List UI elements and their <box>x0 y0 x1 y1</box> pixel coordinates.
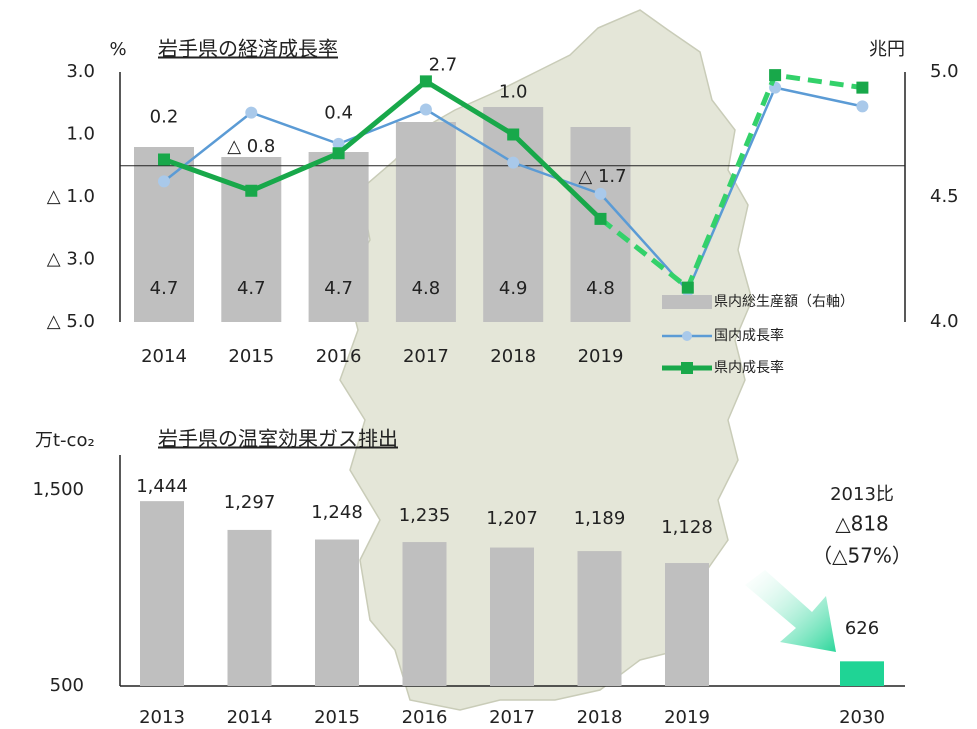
annotation: （△57%） <box>812 544 912 568</box>
y-tick-label: △ 3.0 <box>47 249 95 270</box>
marker <box>158 153 170 166</box>
bar-value-label: 4.8 <box>586 278 615 299</box>
x-tick-label: 2014 <box>141 346 187 367</box>
y-tick-label: △ 1.0 <box>47 186 95 207</box>
data-label: 2.7 <box>429 54 458 75</box>
marker <box>332 137 345 150</box>
legend-swatch <box>662 295 712 309</box>
y-tick-label: 1.0 <box>66 124 95 145</box>
x-tick-label: 2016 <box>402 707 448 728</box>
x-tick-label: 2016 <box>316 346 362 367</box>
bar-value-label: 1,444 <box>136 476 188 497</box>
annotation: 2013比 <box>830 484 894 505</box>
bar-value-label: 4.8 <box>412 278 441 299</box>
x-tick-label: 2018 <box>490 346 536 367</box>
bar-value-label: 1,297 <box>224 492 276 513</box>
bar <box>140 501 184 686</box>
x-tick-label: 2017 <box>489 707 535 728</box>
marker <box>594 212 607 225</box>
marker <box>245 106 258 119</box>
chart-title: 岩手県の経済成長率 <box>158 37 338 61</box>
y-axis-label: % <box>109 39 126 60</box>
x-tick-label: 2019 <box>578 346 624 367</box>
marker <box>681 281 694 294</box>
bar <box>665 563 709 686</box>
x-tick-label: 2015 <box>228 346 274 367</box>
bar-value-label: 1,189 <box>574 508 626 529</box>
y2-tick-label: 5.0 <box>930 61 959 82</box>
legend-label: 県内成長率 <box>714 359 784 376</box>
y-tick-label: 3.0 <box>66 61 95 82</box>
bar-value-label: 4.9 <box>499 278 528 299</box>
bar <box>227 529 272 686</box>
marker <box>419 103 432 116</box>
x-tick-label: 2014 <box>227 707 273 728</box>
bar <box>483 107 544 322</box>
bar <box>577 551 622 686</box>
bar <box>840 661 884 686</box>
bar-value-label: 1,235 <box>399 505 451 526</box>
chart-title: 岩手県の温室効果ガス排出 <box>158 427 398 451</box>
marker <box>507 128 520 141</box>
bar-value-label: 1,128 <box>661 517 713 538</box>
y-tick-label: 500 <box>50 675 84 696</box>
marker <box>507 156 520 169</box>
legend-swatch <box>682 331 692 341</box>
line <box>163 78 603 221</box>
legend-swatch <box>681 362 693 374</box>
bar <box>395 122 456 322</box>
bar-value-label: 1,248 <box>311 502 363 523</box>
marker <box>856 81 869 94</box>
data-label: 1.0 <box>499 82 528 103</box>
marker <box>332 147 345 160</box>
reduction-arrow <box>745 570 836 652</box>
y-tick-label: △ 5.0 <box>47 311 95 332</box>
x-tick-label: 2019 <box>664 707 710 728</box>
bar <box>308 152 369 322</box>
bar-value-label: 1,207 <box>486 508 538 529</box>
bar <box>402 542 447 686</box>
bar-value-label: 4.7 <box>150 278 179 299</box>
data-label: △ 0.8 <box>227 136 275 157</box>
marker <box>769 69 782 82</box>
marker <box>158 175 170 188</box>
x-tick-label: 2013 <box>139 707 185 728</box>
annotation: △818 <box>835 512 889 536</box>
x-tick-label: 2030 <box>839 707 885 728</box>
data-label: △ 1.7 <box>578 166 626 187</box>
bar <box>490 547 534 686</box>
bar-value-label: 4.7 <box>324 278 353 299</box>
bar-value-label: 4.7 <box>237 278 266 299</box>
data-label: 0.4 <box>324 102 353 123</box>
x-tick-label: 2017 <box>403 346 449 367</box>
data-label: 0.2 <box>150 107 179 128</box>
y2-tick-label: 4.0 <box>930 311 959 332</box>
y-axis-label: 万t-co₂ <box>35 430 95 451</box>
legend-label: 県内総生産額（右軸） <box>714 294 854 310</box>
x-tick-label: 2015 <box>314 707 360 728</box>
x-tick-label: 2018 <box>577 707 623 728</box>
y-tick-label: 1,500 <box>32 479 84 500</box>
line <box>598 72 863 291</box>
y2-tick-label: 4.5 <box>930 186 959 207</box>
bar-value-label: 626 <box>845 618 879 639</box>
marker <box>419 75 432 88</box>
marker <box>245 184 258 197</box>
legend-label: 国内成長率 <box>714 327 784 344</box>
marker <box>594 187 607 200</box>
bar <box>315 539 359 686</box>
marker <box>856 100 869 113</box>
y2-axis-label: 兆円 <box>869 39 905 60</box>
